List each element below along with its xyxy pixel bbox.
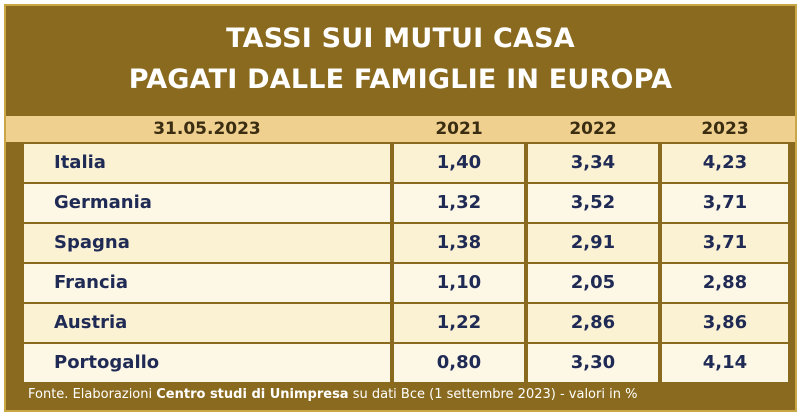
country-name: Francia <box>24 264 390 302</box>
rate-value: 3,52 <box>528 184 658 222</box>
country-name: Portogallo <box>24 344 390 382</box>
table-row: Italia 1,40 3,34 4,23 <box>6 144 795 182</box>
rate-value: 3,86 <box>662 304 788 342</box>
table-row: Spagna 1,38 2,91 3,71 <box>6 224 795 262</box>
rate-value: 0,80 <box>394 344 524 382</box>
country-name: Austria <box>24 304 390 342</box>
rate-value: 3,30 <box>528 344 658 382</box>
table-row: Germania 1,32 3,52 3,71 <box>6 184 795 222</box>
rate-value: 1,32 <box>394 184 524 222</box>
title-line-1: TASSI SUI MUTUI CASA <box>226 23 575 54</box>
table-row: Austria 1,22 2,86 3,86 <box>6 304 795 342</box>
rate-value: 3,71 <box>662 184 788 222</box>
country-name: Italia <box>24 144 390 182</box>
table-row: Portogallo 0,80 3,30 4,14 <box>6 344 795 382</box>
rate-value: 2,86 <box>528 304 658 342</box>
source-prefix: Fonte. Elaborazioni <box>28 387 157 402</box>
source-suffix: su dati Bce (1 settembre 2023) - valori … <box>348 387 638 402</box>
header-year-2023: 2023 <box>701 119 749 139</box>
rate-value: 3,34 <box>528 144 658 182</box>
rate-value: 1,38 <box>394 224 524 262</box>
header-year-2021: 2021 <box>435 119 483 139</box>
rate-value: 1,10 <box>394 264 524 302</box>
rate-value: 1,22 <box>394 304 524 342</box>
country-name: Spagna <box>24 224 390 262</box>
rate-value: 2,91 <box>528 224 658 262</box>
header-row: 31.05.2023 2021 2022 2023 <box>6 116 795 142</box>
rate-value: 4,14 <box>662 344 788 382</box>
table-row: Francia 1,10 2,05 2,88 <box>6 264 795 302</box>
rate-value: 2,05 <box>528 264 658 302</box>
rate-value: 3,71 <box>662 224 788 262</box>
table-title: TASSI SUI MUTUI CASA PAGATI DALLE FAMIGL… <box>6 18 795 100</box>
table-frame: TASSI SUI MUTUI CASA PAGATI DALLE FAMIGL… <box>4 4 797 412</box>
rate-value: 4,23 <box>662 144 788 182</box>
rate-value: 2,88 <box>662 264 788 302</box>
source-org: Centro studi di Unimpresa <box>156 387 349 402</box>
source-note: Fonte. Elaborazioni Centro studi di Unim… <box>6 382 795 408</box>
title-line-2: PAGATI DALLE FAMIGLIE IN EUROPA <box>128 64 673 95</box>
header-year-2022: 2022 <box>569 119 617 139</box>
rate-value: 1,40 <box>394 144 524 182</box>
header-date: 31.05.2023 <box>153 119 261 139</box>
country-name: Germania <box>24 184 390 222</box>
